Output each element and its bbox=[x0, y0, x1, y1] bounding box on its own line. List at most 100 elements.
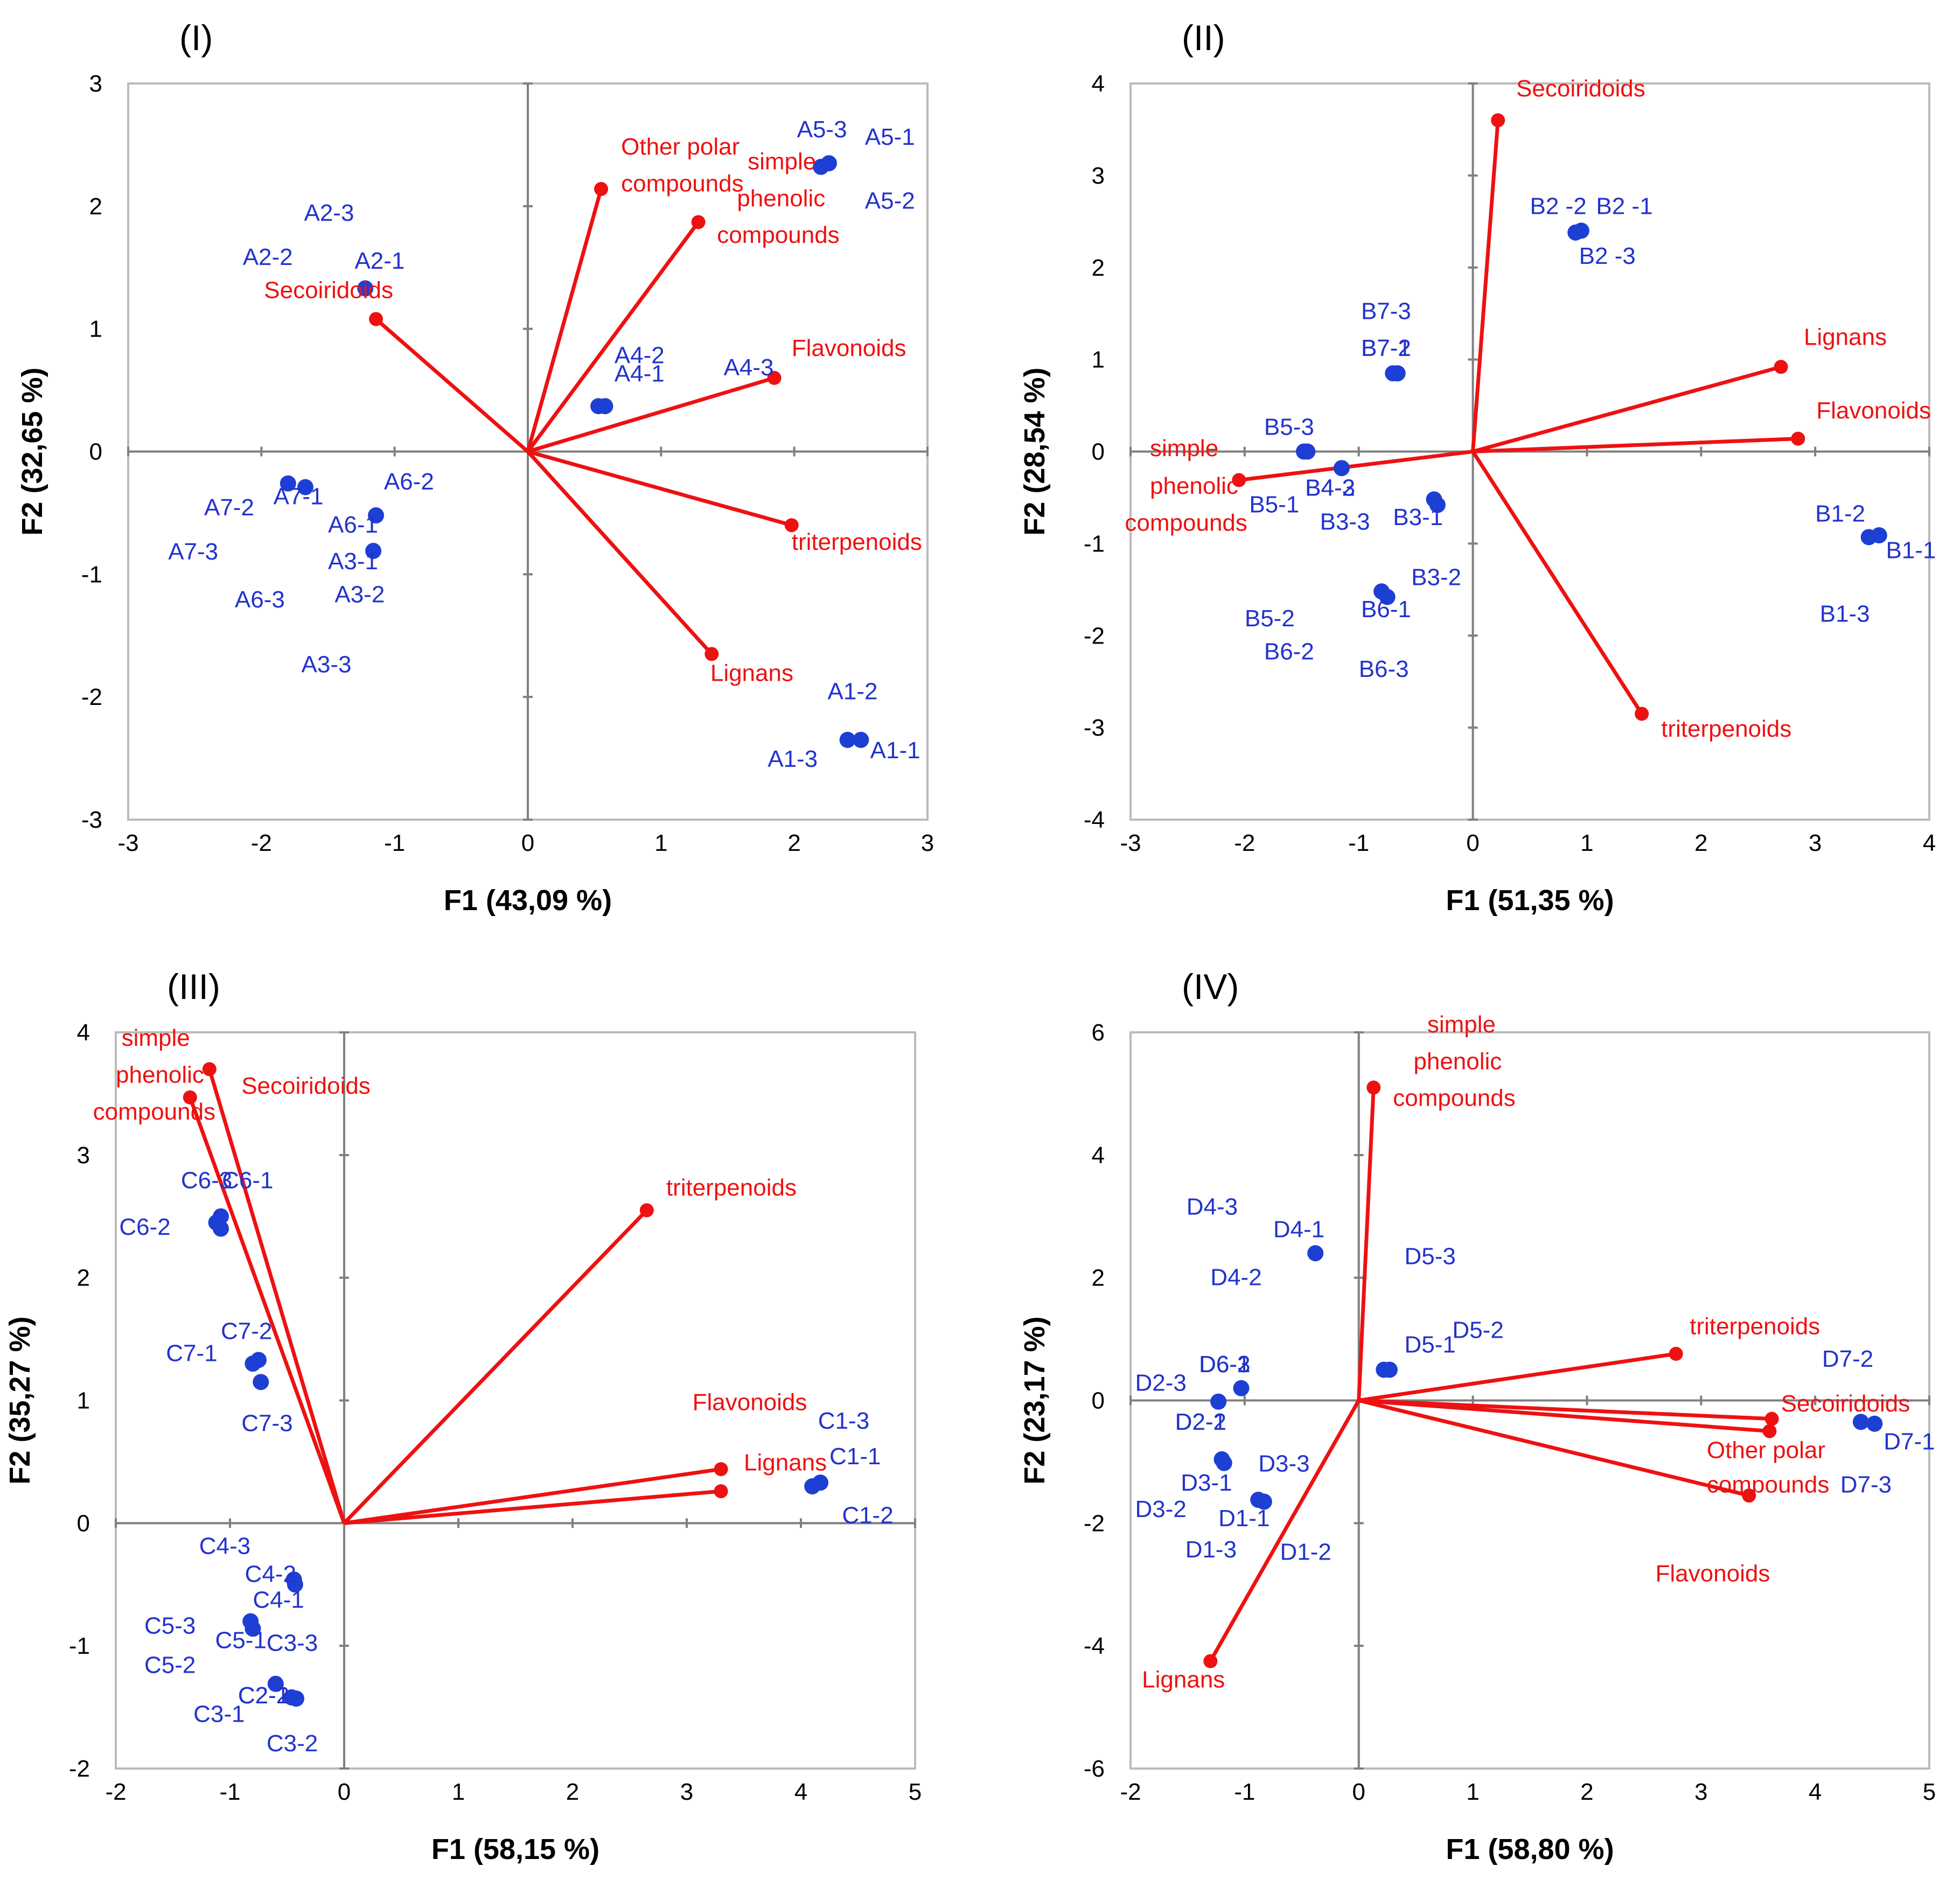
variable-label: Flavonoids bbox=[1656, 1561, 1770, 1587]
y-tick-label: 3 bbox=[1092, 163, 1105, 189]
variable-label: triterpenoids bbox=[666, 1175, 797, 1201]
observation-point bbox=[1852, 1414, 1869, 1430]
observation-label: C2-2 bbox=[238, 1682, 289, 1709]
x-tick-label: 1 bbox=[1466, 1779, 1479, 1805]
observation-label: A5-1 bbox=[865, 124, 915, 150]
observation-label: D7-2 bbox=[1822, 1346, 1873, 1372]
variable-label: Other polar bbox=[621, 134, 740, 160]
variable-label: simple bbox=[122, 1025, 190, 1051]
loading-vector-line bbox=[527, 376, 775, 453]
observation-label: A3-1 bbox=[328, 548, 378, 575]
observation-label: D6-1 bbox=[1199, 1351, 1250, 1378]
loading-vector-endpoint bbox=[183, 1090, 197, 1105]
observation-label: B2 -2 bbox=[1530, 193, 1587, 220]
observation-label: D3-2 bbox=[1135, 1496, 1186, 1522]
variable-label: compounds bbox=[717, 222, 839, 248]
observation-label: B7-3 bbox=[1361, 298, 1411, 324]
observation-label: C7-1 bbox=[166, 1340, 217, 1367]
observation-label: B1-3 bbox=[1820, 601, 1870, 627]
x-tick-label: 3 bbox=[680, 1779, 693, 1805]
variable-label: compounds bbox=[1393, 1085, 1515, 1112]
y-tick-label: 0 bbox=[1092, 439, 1105, 465]
pca-panel-4: -2 -1 0 1 2 3 4 5 -6 -4 -2 0 2 4 6 F1 (58,80 %) F2 (23,1… bbox=[1019, 967, 1936, 1865]
panel-title: (I) bbox=[179, 18, 213, 58]
x-tick-label: 1 bbox=[452, 1779, 465, 1805]
loading-vector-endpoint bbox=[784, 518, 799, 533]
y-tick-label: 1 bbox=[77, 1388, 90, 1414]
loading-vector-line bbox=[1473, 437, 1798, 453]
observation-point bbox=[1381, 1361, 1398, 1378]
y-axis-title: F2 (35,27 %) bbox=[4, 1316, 36, 1484]
observation-label: D5-1 bbox=[1404, 1332, 1455, 1358]
panel-title: (II) bbox=[1182, 18, 1225, 58]
loading-vector-endpoint bbox=[1669, 1346, 1683, 1361]
variable-label: triterpenoids bbox=[792, 529, 922, 555]
variable-label: Other polar bbox=[1707, 1437, 1825, 1464]
y-tick-label: 0 bbox=[77, 1510, 90, 1536]
observation-label: B5-2 bbox=[1245, 605, 1295, 632]
x-axis-title: F1 (51,35 %) bbox=[1446, 884, 1614, 917]
loading-vector-line bbox=[207, 1068, 346, 1524]
observation-label: A2-1 bbox=[354, 248, 404, 274]
observation-point bbox=[839, 731, 856, 748]
y-axis-title: F2 (32,65 %) bbox=[16, 367, 48, 535]
loading-vector-endpoint bbox=[714, 1462, 728, 1477]
observation-label: B6-3 bbox=[1359, 656, 1409, 682]
observation-label: D5-3 bbox=[1404, 1243, 1455, 1270]
loading-vector-line bbox=[374, 317, 529, 453]
y-tick-label: 1 bbox=[1092, 347, 1105, 373]
observation-label: C7-2 bbox=[221, 1318, 272, 1345]
loading-vector-line bbox=[1358, 1399, 1772, 1421]
loading-vector-endpoint bbox=[1491, 113, 1505, 128]
variable-label: Lignans bbox=[744, 1449, 827, 1476]
observation-label: D7-1 bbox=[1884, 1429, 1935, 1455]
x-tick-label: -3 bbox=[117, 830, 138, 856]
variable-label: phenolic bbox=[116, 1061, 204, 1088]
observation-label: A6-3 bbox=[235, 586, 285, 613]
observation-label: C4-2 bbox=[245, 1561, 296, 1588]
observation-label: D4-1 bbox=[1273, 1216, 1324, 1242]
x-tick-label: -1 bbox=[1348, 830, 1369, 856]
variable-label: Lignans bbox=[710, 660, 793, 687]
x-tick-label: 1 bbox=[654, 830, 667, 856]
loading-vector-line bbox=[1238, 450, 1473, 482]
variable-label: Flavonoids bbox=[1816, 397, 1931, 424]
y-tick-label: 3 bbox=[77, 1142, 90, 1169]
observation-label: B3-3 bbox=[1320, 509, 1370, 535]
variable-label: Secoiridoids bbox=[264, 277, 393, 304]
variable-label: Secoiridoids bbox=[241, 1073, 371, 1099]
loading-vector-endpoint bbox=[714, 1484, 728, 1499]
observation-label: B6-1 bbox=[1361, 596, 1411, 623]
y-tick-label: 0 bbox=[89, 439, 102, 465]
loading-vector-endpoint bbox=[202, 1062, 217, 1077]
variable-label: Secoiridoids bbox=[1516, 75, 1645, 102]
observation-label: A5-3 bbox=[797, 116, 847, 143]
observation-point bbox=[1866, 1415, 1883, 1432]
loading-vector-endpoint bbox=[369, 312, 383, 326]
observation-point bbox=[1216, 1455, 1232, 1471]
variable-label: phenolic bbox=[1413, 1048, 1502, 1074]
loading-vector-endpoint bbox=[1203, 1654, 1218, 1668]
pca-panel-2: -3 -2 -1 0 1 2 3 4 -4 -3 -2 -1 0 1 2 3 4 F1 (51,35 %) F2 (… bbox=[1019, 18, 1936, 917]
variable-label: simple bbox=[1150, 435, 1218, 462]
loading-vector-endpoint bbox=[691, 215, 706, 229]
loading-vector-line bbox=[526, 450, 713, 655]
loading-vector-line bbox=[1209, 1399, 1361, 1662]
observation-point bbox=[1307, 1245, 1324, 1262]
variable-label: phenolic bbox=[737, 185, 825, 212]
observation-label: A3-2 bbox=[334, 582, 385, 608]
observation-point bbox=[1871, 527, 1887, 543]
panel-title: (III) bbox=[167, 967, 220, 1007]
y-tick-label: -2 bbox=[81, 684, 102, 710]
observation-label: D4-3 bbox=[1187, 1193, 1238, 1220]
variable-label: Flavonoids bbox=[792, 335, 906, 361]
observation-label: B7-2 bbox=[1361, 335, 1411, 361]
variable-label: phenolic bbox=[1150, 473, 1238, 499]
pca-panel-3: -2 -1 0 1 2 3 4 5 -2 -1 0 1 2 3 4 F1 (58,15 %) F2 (35,27… bbox=[4, 967, 922, 1865]
y-tick-label: -1 bbox=[81, 561, 102, 588]
observation-label: B4-2 bbox=[1305, 475, 1355, 501]
variable-label: Lignans bbox=[1804, 324, 1887, 350]
observation-label: A4-2 bbox=[615, 342, 665, 368]
observation-label: C1-2 bbox=[842, 1502, 893, 1528]
